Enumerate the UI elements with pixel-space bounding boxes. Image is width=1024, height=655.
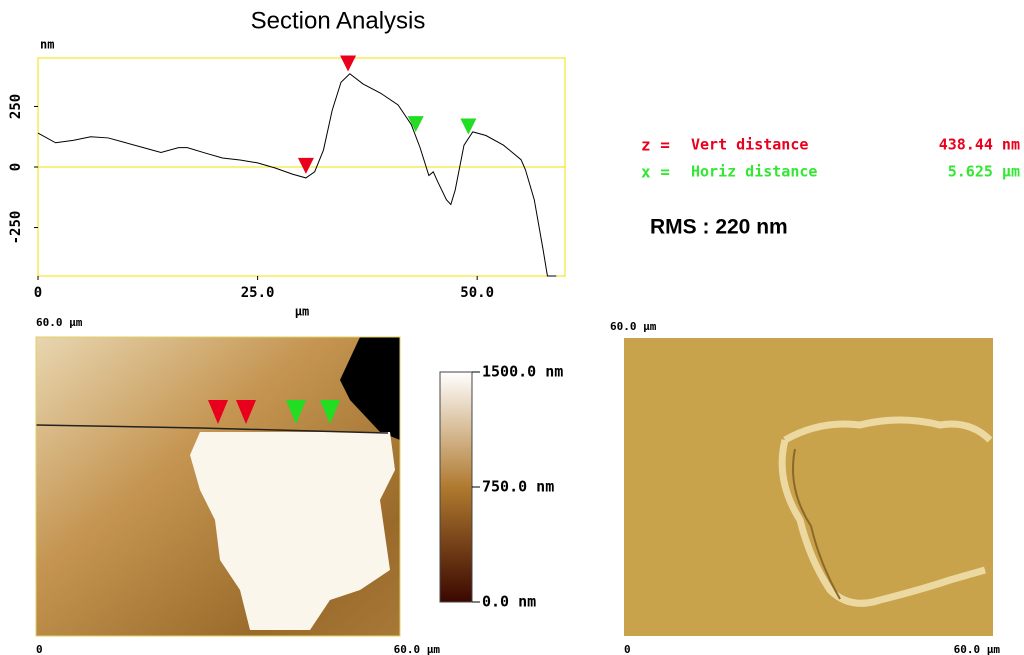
amplitude-image [624,338,993,636]
measure-symbol: x = [641,163,670,182]
image-label: 0 [36,643,43,655]
image-label: 60.0 μm [610,320,657,333]
image-label: 0 [624,643,631,655]
measure-label: Vert distance [691,136,808,154]
measure-value: 438.44 nm [939,136,1020,154]
image-label: 60.0 μm [954,643,1001,655]
cursor-marker [340,55,357,72]
cursor-marker [407,116,424,133]
cursor-marker [460,118,477,135]
rms: RMS : 220 nm [650,216,788,239]
y-axis-label: nm [40,38,54,52]
profile-line [37,73,557,277]
x-tick-label: 25.0 [241,285,275,301]
chart-title: Section Analysis [251,7,426,34]
measure-label: Horiz distance [691,163,817,181]
colorbar-label: 1500.0 nm [482,363,563,381]
colorbar-label: 750.0 nm [482,478,554,496]
y-tick-label: -250 [8,211,24,245]
colorbar-label: 0.0 nm [482,593,536,611]
x-tick-label: 50.0 [460,285,494,301]
measure-value: 5.625 μm [948,163,1020,181]
image-label: 60.0 μm [394,643,441,655]
measurements: z = Vert distance 438.44 nm x = Horiz di… [641,136,1020,182]
x-tick-label: 0 [34,285,42,301]
measure-symbol: z = [641,136,670,155]
x-axis-label: μm [295,305,309,319]
y-tick-label: 0 [8,163,24,171]
cursor-marker [297,157,314,174]
y-tick-label: 250 [8,94,24,119]
image-label: 60.0 μm [36,316,83,329]
height-image [35,336,401,637]
colorbar [439,371,473,603]
